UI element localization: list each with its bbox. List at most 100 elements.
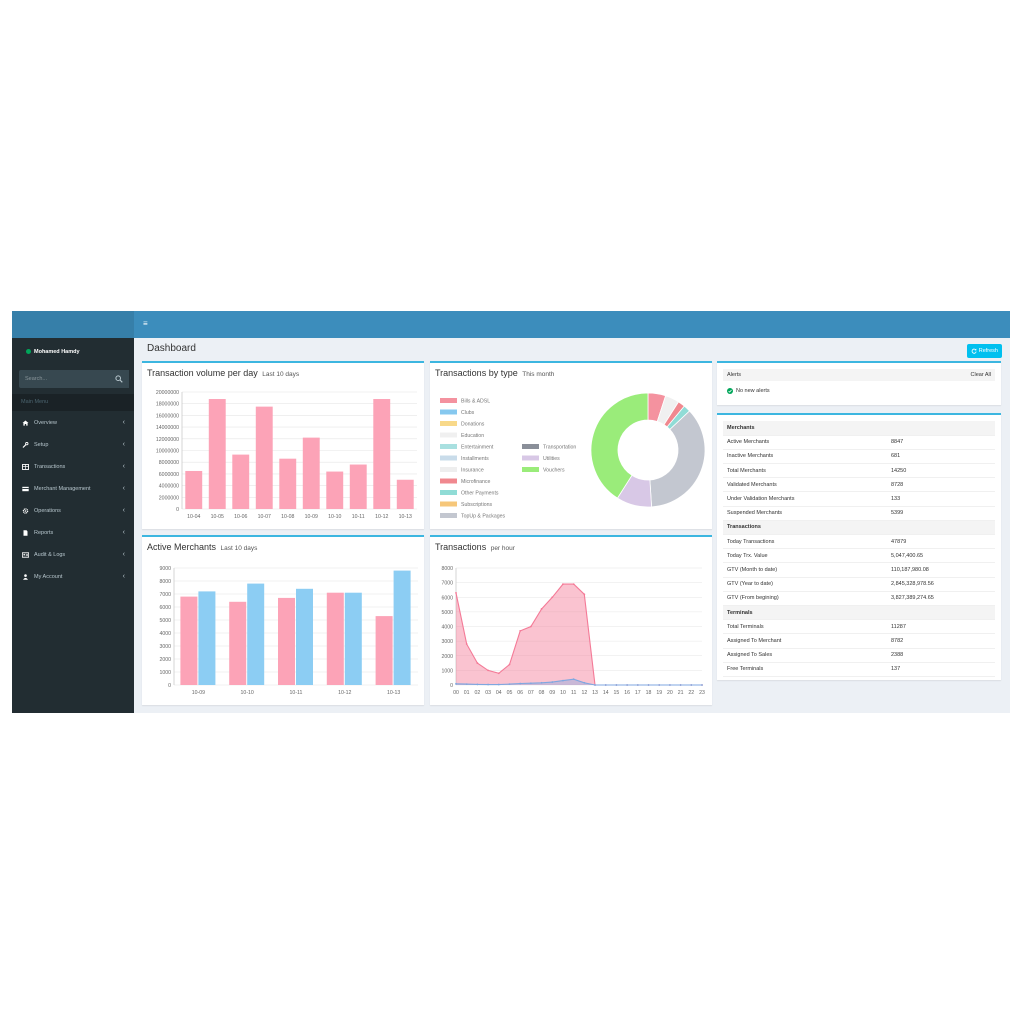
x-tick-label: 07 xyxy=(528,690,534,696)
x-tick-label: 10-11 xyxy=(352,514,365,520)
chevron-left-icon: ‹ xyxy=(122,529,125,536)
data-point xyxy=(583,681,586,684)
legend-label: Installments xyxy=(461,456,489,462)
stats-label: Total Merchants xyxy=(723,463,887,479)
sidebar-item-reports[interactable]: Reports ‹ xyxy=(12,522,134,544)
donut-slice xyxy=(649,410,706,508)
stats-row: GTV (Month to date) 110,187,980.08 xyxy=(723,562,995,578)
y-tick-label: 1000 xyxy=(441,668,453,674)
hourly-area-chart: 8000 7000 6000 5000 4000 3000 2000 1000 000 01 02 0… xyxy=(441,566,705,696)
x-tick-label: 10-11 xyxy=(290,690,303,696)
legend-label: Utilities xyxy=(543,456,560,462)
stats-label: GTV (From begining) xyxy=(723,591,887,606)
x-tick-label: 10-12 xyxy=(338,690,351,696)
x-tick-label: 13 xyxy=(592,690,598,696)
y-tick-label: 4000 xyxy=(159,631,171,637)
data-point xyxy=(636,684,639,686)
sidebar-item-transactions[interactable]: Transactions ‹ xyxy=(12,456,134,478)
stats-row: Assigned To Sales 2388 xyxy=(723,648,995,663)
legend-swatch xyxy=(440,455,457,461)
panel-title-text: Active Merchants xyxy=(147,542,217,552)
refresh-button[interactable]: Refresh xyxy=(966,344,1002,358)
sidebar-item-merchant-management[interactable]: Merchant Management ‹ xyxy=(12,478,134,500)
data-point xyxy=(508,683,511,686)
sidebar-item-operations[interactable]: Operations ‹ xyxy=(12,500,134,522)
x-tick-label: 00 xyxy=(453,690,459,696)
x-tick-label: 10-07 xyxy=(258,514,271,520)
legend-label: Subscriptions xyxy=(461,502,493,508)
data-point xyxy=(572,583,575,585)
panel-subtitle: per hour xyxy=(490,545,515,552)
data-point xyxy=(455,682,457,685)
online-status-icon xyxy=(26,349,31,355)
data-point xyxy=(551,681,554,683)
data-point xyxy=(604,684,607,686)
x-tick-label: 04 xyxy=(496,690,502,696)
clear-all-link[interactable]: Clear All xyxy=(970,372,991,378)
data-point xyxy=(497,683,500,686)
sidebar-item-setup[interactable]: Setup ‹ xyxy=(12,434,134,456)
sidebar-item-audit-logs[interactable]: Audit & Logs ‹ xyxy=(12,544,134,566)
x-tick-label: 10-10 xyxy=(241,690,254,696)
x-tick-label: 21 xyxy=(678,690,684,696)
stats-row: Active Merchants 8847 xyxy=(723,435,995,450)
legend-swatch xyxy=(522,444,539,449)
sidebar-search xyxy=(19,370,129,388)
y-tick-label: 6000 xyxy=(159,605,171,611)
user-name: Mohamed Hamdy xyxy=(34,349,80,355)
legend-swatch xyxy=(440,478,457,484)
data-point xyxy=(658,684,661,686)
legend-swatch xyxy=(440,513,457,518)
search-icon xyxy=(115,375,123,383)
stats-value: 8782 xyxy=(887,633,995,649)
x-tick-label: 11 xyxy=(571,690,576,696)
data-point xyxy=(572,678,575,681)
menu-header: Main Menu xyxy=(12,394,134,411)
active-panel-title: Active Merchants Last 10 days xyxy=(147,542,257,552)
data-point xyxy=(540,608,543,610)
legend-label: Transportation xyxy=(543,445,576,451)
stats-section-row: Merchants xyxy=(723,421,995,436)
x-tick-label: 03 xyxy=(485,690,491,696)
x-tick-label: 10-12 xyxy=(375,514,388,520)
donut-slice xyxy=(590,392,649,499)
stats-row: Assigned To Merchant 8782 xyxy=(723,633,995,649)
search-button[interactable] xyxy=(109,370,129,388)
y-tick-label: 10000000 xyxy=(156,449,179,455)
panel-subtitle: This month xyxy=(522,371,555,378)
y-tick-label: 5000 xyxy=(441,610,453,616)
search-input[interactable] xyxy=(19,370,109,388)
alerts-header: Alerts Clear All xyxy=(723,369,995,381)
y-tick-label: 0 xyxy=(168,683,171,689)
stats-panel: Merchants Active Merchants 8847 Inactive Me… xyxy=(717,413,1001,680)
stats-label: Today Transactions xyxy=(723,534,887,550)
sidebar-toggle-icon[interactable]: ≡ xyxy=(143,319,148,328)
y-tick-label: 2000 xyxy=(441,654,453,660)
gear-icon xyxy=(22,508,29,514)
y-tick-label: 1000 xyxy=(159,670,171,676)
user-panel: Mohamed Hamdy xyxy=(26,349,80,355)
x-tick-label: 14 xyxy=(603,690,609,696)
card-icon xyxy=(22,486,29,492)
x-tick-label: 10 xyxy=(560,690,566,696)
legend-swatch xyxy=(440,501,457,507)
chevron-left-icon: ‹ xyxy=(122,485,125,492)
alerts-panel: Alerts Clear All No new alerts xyxy=(717,361,1001,405)
stats-value: 2388 xyxy=(887,648,995,663)
stats-label: Inactive Merchants xyxy=(723,449,887,465)
sidebar-item-label: Audit & Logs xyxy=(34,552,66,558)
bar xyxy=(180,596,198,685)
data-point xyxy=(529,682,532,685)
data-point xyxy=(551,596,554,599)
stats-section-title: Terminals xyxy=(723,605,995,621)
sidebar-item-my-account[interactable]: My Account ‹ xyxy=(12,566,134,588)
stats-value: 3,827,389,274.65 xyxy=(887,591,995,606)
sidebar-item-overview[interactable]: Overview ‹ xyxy=(12,412,134,434)
data-point xyxy=(562,583,564,585)
data-point xyxy=(519,682,522,685)
chevron-left-icon: ‹ xyxy=(122,573,125,580)
legend-label: Entertainment xyxy=(461,445,494,451)
panel-subtitle: Last 10 days xyxy=(220,545,258,552)
y-tick-label: 8000 xyxy=(441,566,453,572)
stats-value: 47879 xyxy=(887,534,995,550)
